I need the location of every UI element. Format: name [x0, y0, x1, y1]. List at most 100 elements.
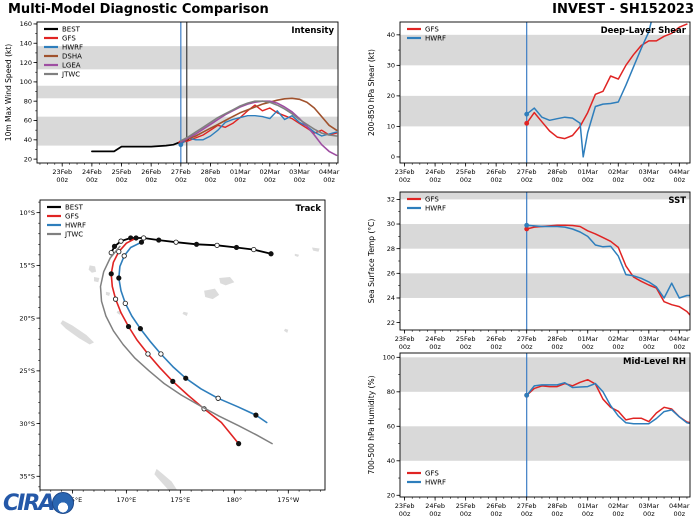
svg-text:180°: 180°: [226, 496, 242, 504]
series-hwrf-track: [118, 241, 268, 424]
land-new-caledonia: [60, 320, 94, 345]
svg-text:27Feb: 27Feb: [517, 502, 537, 510]
track-point-marker: [215, 395, 221, 401]
svg-text:24Feb: 24Feb: [425, 335, 445, 343]
svg-text:23Feb: 23Feb: [52, 168, 72, 176]
svg-text:20: 20: [387, 491, 395, 499]
svg-text:01Mar: 01Mar: [577, 502, 598, 510]
category-band: [400, 95, 690, 127]
ylabel-rh: 700-500 hPa Humidity (%): [367, 375, 376, 474]
track-point-marker: [253, 412, 259, 418]
track-point-marker: [138, 239, 145, 245]
svg-text:04Mar: 04Mar: [669, 502, 690, 510]
svg-text:60: 60: [387, 422, 395, 430]
svg-text:35°S: 35°S: [19, 472, 35, 480]
track-point-marker: [173, 239, 179, 245]
category-band: [400, 273, 690, 298]
track-point-marker: [122, 300, 128, 306]
svg-text:40: 40: [24, 136, 32, 144]
track-point-marker: [183, 375, 189, 381]
svg-text:01Mar: 01Mar: [230, 168, 251, 176]
svg-text:00z: 00z: [145, 176, 157, 184]
svg-text:00z: 00z: [490, 343, 502, 351]
track-point-marker: [251, 246, 257, 253]
svg-text:24Feb: 24Feb: [82, 168, 102, 176]
svg-text:23Feb: 23Feb: [395, 502, 415, 510]
svg-text:03Mar: 03Mar: [639, 335, 660, 343]
svg-text:00z: 00z: [643, 343, 655, 351]
svg-text:00z: 00z: [551, 176, 563, 184]
svg-text:40: 40: [387, 31, 395, 39]
series-start-marker: [524, 222, 530, 228]
svg-text:00z: 00z: [643, 510, 655, 518]
svg-text:00z: 00z: [429, 343, 441, 351]
svg-text:00z: 00z: [582, 510, 594, 518]
track-point-marker: [145, 351, 151, 357]
svg-text:00z: 00z: [490, 510, 502, 518]
svg-text:140: 140: [20, 39, 32, 47]
track-point-marker: [268, 251, 274, 257]
svg-text:00z: 00z: [460, 510, 472, 518]
svg-text:00z: 00z: [86, 176, 98, 184]
svg-text:00z: 00z: [116, 176, 128, 184]
svg-text:15°S: 15°S: [19, 262, 35, 270]
legend-label: HWRF: [65, 221, 86, 229]
svg-text:24Feb: 24Feb: [425, 168, 445, 176]
svg-text:00z: 00z: [460, 343, 472, 351]
land-nz-north: [154, 468, 178, 490]
track-point-marker: [108, 250, 114, 256]
svg-text:160: 160: [20, 20, 32, 28]
legend-label: GFS: [62, 34, 76, 42]
svg-text:28Feb: 28Feb: [547, 168, 567, 176]
svg-text:100: 100: [20, 78, 32, 86]
track-point-marker: [116, 249, 122, 255]
svg-text:20: 20: [24, 155, 32, 163]
svg-text:00z: 00z: [673, 176, 685, 184]
svg-text:27Feb: 27Feb: [517, 168, 537, 176]
series-hwrf-sst: [525, 224, 690, 299]
svg-text:26Feb: 26Feb: [486, 168, 506, 176]
svg-text:26: 26: [387, 270, 395, 278]
panel-title-sst: SST: [668, 196, 686, 206]
land-tonga: [284, 328, 289, 333]
legend-label: GFS: [425, 25, 439, 33]
track-point-marker: [116, 275, 122, 281]
legend-label: HWRF: [425, 204, 446, 212]
category-band: [400, 224, 690, 249]
svg-text:40: 40: [387, 457, 395, 465]
panel-title-shear: Deep-Layer Shear: [601, 26, 687, 36]
series-hwrf-intensity: [180, 110, 338, 146]
svg-text:00z: 00z: [399, 176, 411, 184]
svg-text:01Mar: 01Mar: [577, 335, 598, 343]
land-fiji-vanua-levu: [219, 277, 235, 286]
legend-label: HWRF: [425, 478, 446, 486]
svg-text:00z: 00z: [673, 510, 685, 518]
svg-text:28: 28: [387, 245, 395, 253]
svg-text:28Feb: 28Feb: [547, 502, 567, 510]
track-point-marker: [193, 241, 200, 247]
series-gfs-shear: [525, 23, 688, 140]
svg-text:26Feb: 26Feb: [486, 502, 506, 510]
series-dsha-intensity: [180, 97, 338, 143]
svg-text:25°S: 25°S: [19, 367, 35, 375]
svg-text:80: 80: [24, 97, 32, 105]
svg-text:00z: 00z: [429, 176, 441, 184]
page-title: Multi-Model Diagnostic Comparison: [8, 2, 269, 17]
svg-text:80: 80: [387, 388, 395, 396]
svg-text:120: 120: [20, 59, 32, 67]
legend-label: GFS: [425, 469, 439, 477]
svg-text:02Mar: 02Mar: [608, 502, 629, 510]
land-fiji-viti-levu: [204, 288, 220, 300]
series-jtwc-track: [99, 245, 273, 445]
legend-label: HWRF: [425, 34, 446, 42]
track-point-marker: [236, 440, 242, 447]
series-start-marker: [178, 142, 184, 148]
svg-text:25Feb: 25Feb: [456, 335, 476, 343]
track-point-marker: [156, 237, 162, 243]
svg-text:00z: 00z: [521, 510, 533, 518]
ylabel-intensity: 10m Max Wind Speed (kt): [4, 44, 13, 141]
svg-text:02Mar: 02Mar: [608, 168, 629, 176]
